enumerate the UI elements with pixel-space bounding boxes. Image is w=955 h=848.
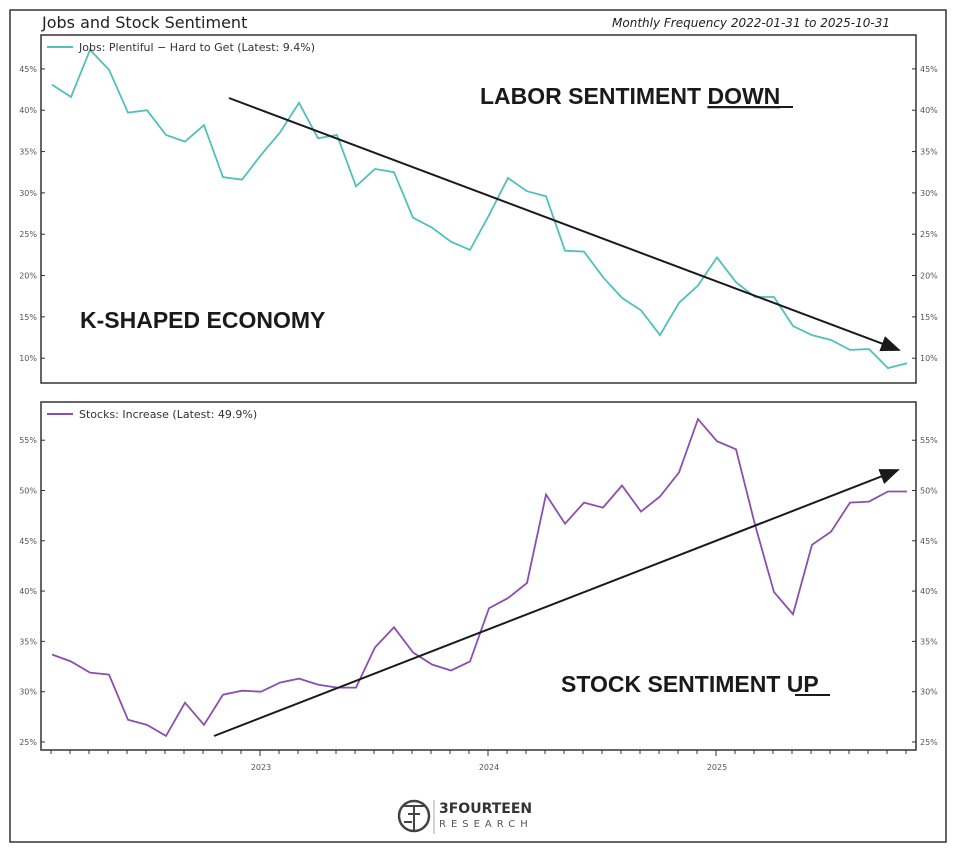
jobs-ytick-label-left: 25% <box>19 230 37 239</box>
stocks-ytick-label-right: 50% <box>920 487 938 496</box>
stocks-ytick-label-right: 35% <box>920 637 938 646</box>
logo-sub: RESEARCH <box>439 819 533 830</box>
stocks-ytick-label-left: 25% <box>19 738 37 747</box>
logo-name: 3FOURTEEN <box>439 801 532 817</box>
chart-title: Jobs and Stock Sentiment <box>41 13 247 32</box>
stocks-ytick-label-left: 55% <box>19 436 37 445</box>
jobs-ytick-label-right: 35% <box>920 148 938 157</box>
stocks-ytick-label-right: 30% <box>920 688 938 697</box>
jobs-ytick-label-right: 45% <box>920 65 938 74</box>
stocks-ytick-label-right: 25% <box>920 738 938 747</box>
stocks-ytick-label-left: 45% <box>19 537 37 546</box>
jobs-ytick-label-right: 20% <box>920 272 938 281</box>
jobs-ytick-label-right: 10% <box>920 354 938 363</box>
jobs-ytick-label-left: 30% <box>19 189 37 198</box>
x-tick-label: 2023 <box>251 763 271 772</box>
stocks-ytick-label-left: 50% <box>19 487 37 496</box>
jobs-ytick-label-left: 35% <box>19 148 37 157</box>
jobs-ytick-label-right: 25% <box>920 230 938 239</box>
jobs-panel: 10% 10% 15% 15% 20% 20% 25% 25% 30% 30% 35% 35% 40% 4… <box>19 34 938 384</box>
stocks-ytick-label-left: 30% <box>19 688 37 697</box>
stocks-ytick-label-right: 40% <box>920 587 938 596</box>
labor-trend-arrow <box>228 97 901 352</box>
stocks-ytick-label-right: 45% <box>920 537 938 546</box>
stocks-panel: 25% 25% 30% 30% 35% 35% 40% 40% 45% 45% 50% 50% 55% 5… <box>19 401 938 772</box>
chart-subtitle: Monthly Frequency 2022-01-31 to 2025-10-… <box>612 16 890 30</box>
stocks-ytick-label-left: 35% <box>19 637 37 646</box>
jobs-ytick-label-right: 30% <box>920 189 938 198</box>
jobs-ytick-label-right: 40% <box>920 106 938 115</box>
stock-sentiment-annotation: STOCK SENTIMENT UP <box>561 671 819 697</box>
jobs-ytick-label-left: 45% <box>19 65 37 74</box>
labor-sentiment-annotation: LABOR SENTIMENT DOWN <box>480 83 780 109</box>
jobs-plot-area <box>40 34 917 384</box>
stock-trend-arrow <box>213 469 900 737</box>
k-shaped-annotation: K-SHAPED ECONOMY <box>80 307 325 333</box>
jobs-ytick-label-left: 15% <box>19 313 37 322</box>
x-tick-label: 2024 <box>479 763 499 772</box>
stocks-plot-area <box>40 401 917 751</box>
jobs-legend-label: Jobs: Plentiful − Hard to Get (Latest: 9… <box>78 41 315 54</box>
x-tick-label: 2025 <box>707 763 727 772</box>
stocks-legend-label: Stocks: Increase (Latest: 49.9%) <box>79 408 257 421</box>
3fourteen-logo: 3FOURTEEN RESEARCH <box>397 799 533 834</box>
jobs-ytick-label-left: 20% <box>19 272 37 281</box>
stocks-series-line <box>51 417 907 738</box>
stocks-ytick-label-left: 40% <box>19 587 37 596</box>
jobs-series-line <box>51 48 908 370</box>
figure-border <box>9 9 947 843</box>
jobs-ytick-label-right: 15% <box>920 313 938 322</box>
jobs-ytick-label-left: 10% <box>19 354 37 363</box>
stocks-ytick-label-right: 55% <box>920 436 938 445</box>
jobs-ytick-label-left: 40% <box>19 106 37 115</box>
